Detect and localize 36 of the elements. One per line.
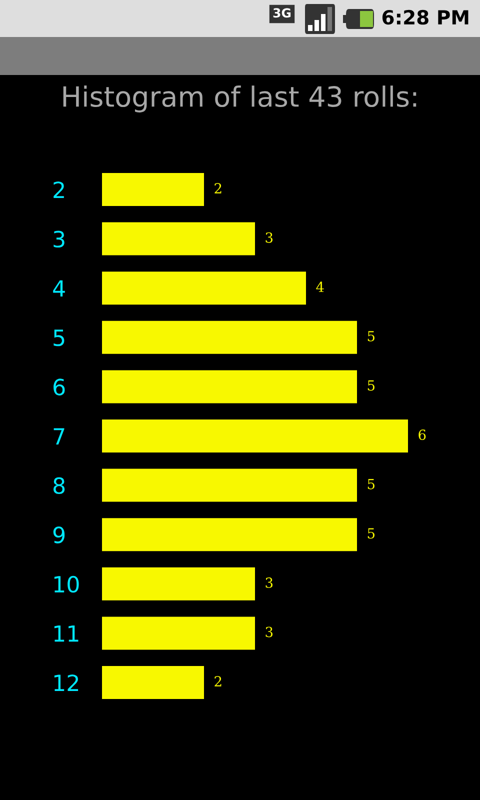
bar (102, 468, 357, 502)
y-tick-label: 4 (53, 280, 65, 297)
y-tick-label: 8 (54, 477, 65, 494)
y-tick-label: 3 (54, 230, 64, 248)
data-label: 5 (368, 479, 374, 490)
data-label: 5 (368, 380, 374, 391)
data-label: 3 (266, 232, 273, 243)
data-label: 3 (266, 626, 273, 638)
bar (102, 666, 204, 699)
bar (102, 222, 255, 256)
bar (102, 272, 306, 305)
bar (102, 320, 357, 354)
data-label: 5 (368, 528, 374, 539)
chart-title: Histogram of last 43 rolls: (63, 86, 416, 112)
bar (102, 567, 255, 600)
y-tick-label: 7 (54, 428, 64, 444)
bar (102, 616, 255, 650)
bar (102, 518, 357, 552)
text: 6:28 PM (382, 10, 468, 25)
data-label: 4 (316, 282, 324, 292)
bar (102, 420, 408, 452)
y-tick-label: 2 (54, 181, 64, 198)
y-tick-label: 6 (54, 378, 65, 396)
data-label: 3 (266, 577, 273, 588)
data-label: 2 (214, 183, 222, 194)
y-tick-label: 9 (53, 526, 65, 544)
bar (102, 173, 204, 206)
bar (102, 370, 357, 404)
text: 3G (273, 8, 291, 18)
data-label: 2 (214, 676, 222, 686)
data-label: 5 (368, 331, 374, 342)
y-tick-label: 10 (54, 576, 79, 593)
y-tick-label: 11 (54, 625, 78, 642)
y-tick-label: 5 (54, 330, 64, 346)
data-label: 6 (418, 430, 426, 440)
y-tick-label: 12 (54, 674, 78, 691)
